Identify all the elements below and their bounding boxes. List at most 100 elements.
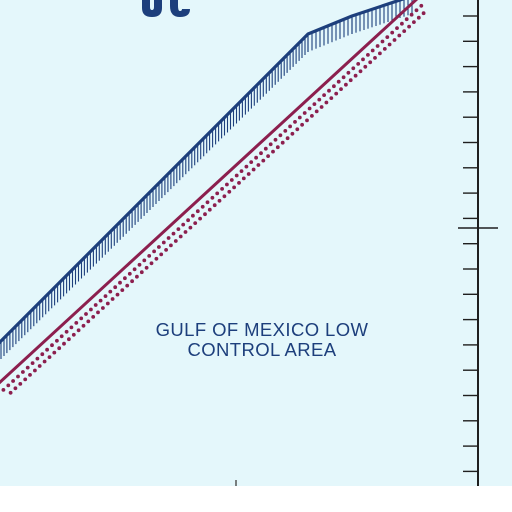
fringe-dot bbox=[91, 315, 96, 319]
fringe-dot bbox=[363, 64, 368, 69]
fringe-dot bbox=[368, 60, 373, 65]
fringe-dot bbox=[18, 382, 23, 386]
area-label-line-2: CONTROL AREA bbox=[187, 339, 337, 360]
fringe-dot bbox=[268, 142, 273, 147]
fringe-dot bbox=[59, 334, 64, 339]
fringe-dot bbox=[164, 248, 169, 252]
fringe-dot bbox=[42, 359, 47, 364]
fringe-dot bbox=[227, 189, 232, 194]
fringe-dot bbox=[324, 100, 329, 105]
fringe-dot bbox=[47, 355, 52, 359]
fringe-dot bbox=[188, 225, 193, 230]
fringe-dot bbox=[98, 298, 103, 303]
fringe-dot bbox=[239, 169, 244, 174]
fringe-dot bbox=[385, 35, 390, 39]
fringe-dot bbox=[161, 240, 166, 245]
fringe-dot bbox=[300, 122, 304, 127]
fringe-dot bbox=[21, 370, 25, 374]
airspace-boundary-line bbox=[0, 0, 406, 345]
dotted-fringe bbox=[1, 3, 426, 395]
fringe-dot bbox=[203, 212, 207, 217]
fringe-dot bbox=[373, 56, 377, 60]
fringe-dot bbox=[237, 181, 241, 185]
fringe-dot bbox=[273, 137, 278, 142]
fringe-dot bbox=[108, 289, 113, 294]
chart-graphics bbox=[0, 0, 498, 486]
fringe-dot bbox=[307, 106, 312, 111]
fringe-dot bbox=[81, 323, 86, 328]
fringe-dot bbox=[142, 258, 147, 263]
fringe-dot bbox=[33, 368, 37, 373]
fringe-dot bbox=[127, 271, 132, 276]
fringe-dot bbox=[37, 364, 42, 368]
fringe-dot bbox=[302, 111, 307, 115]
fringe-dot bbox=[222, 194, 227, 199]
area-label-line-1: GULF OF MEXICO LOW bbox=[155, 319, 369, 340]
fringe-dot bbox=[244, 164, 249, 169]
fringe-dot bbox=[329, 96, 334, 100]
fringe-dot bbox=[400, 21, 404, 26]
fringe-dot bbox=[344, 82, 348, 87]
fringe-dot bbox=[259, 151, 263, 156]
fringe-dot bbox=[76, 328, 81, 333]
fringe-dot bbox=[96, 310, 100, 315]
fringe-dot bbox=[246, 172, 251, 176]
fringe-dot bbox=[314, 109, 319, 114]
fringe-dot bbox=[390, 30, 395, 35]
fringe-dot bbox=[310, 114, 314, 118]
fringe-dot bbox=[419, 3, 424, 8]
fringe-dot bbox=[166, 236, 171, 240]
fringe-dot bbox=[295, 127, 300, 132]
fringe-dot bbox=[285, 136, 290, 141]
fringe-dot bbox=[261, 158, 266, 163]
fringe-dot bbox=[317, 97, 322, 102]
fringe-dot bbox=[278, 133, 283, 138]
fringe-dot bbox=[251, 167, 256, 172]
fringe-dot bbox=[249, 160, 254, 165]
fringe-dot bbox=[169, 243, 173, 248]
fringe-dot bbox=[392, 38, 397, 42]
fringe-dot bbox=[64, 329, 69, 334]
fringe-dot bbox=[144, 265, 149, 270]
fringe-dot bbox=[336, 79, 341, 84]
fringe-dot bbox=[395, 26, 399, 30]
neatline-ticks bbox=[463, 15, 478, 473]
fringe-dot bbox=[382, 47, 387, 51]
fringe-dot bbox=[55, 338, 59, 343]
fringe-dot bbox=[11, 379, 16, 383]
fringe-dot bbox=[74, 321, 79, 325]
fringe-dot bbox=[210, 195, 215, 200]
fringe-dot bbox=[421, 11, 426, 16]
fringe-dot bbox=[171, 231, 176, 236]
fringe-dot bbox=[152, 249, 157, 254]
fringe-dot bbox=[193, 221, 198, 226]
fringe-dot bbox=[407, 24, 411, 29]
fringe-dot bbox=[79, 316, 84, 321]
fringe-dot bbox=[154, 256, 159, 261]
fringe-dot bbox=[195, 209, 200, 214]
fringe-dot bbox=[69, 325, 74, 330]
fringe-dot bbox=[86, 319, 91, 324]
fringe-dot bbox=[13, 386, 18, 391]
fringe-dot bbox=[288, 124, 292, 129]
fringe-dot bbox=[322, 93, 326, 97]
fringe-dot bbox=[361, 57, 365, 62]
fringe-dot bbox=[232, 185, 237, 190]
fringe-dot bbox=[283, 129, 288, 133]
fringe-dot bbox=[135, 274, 139, 279]
fringe-dot bbox=[327, 88, 331, 93]
fringe-dot bbox=[89, 307, 93, 312]
fringe-dot bbox=[212, 203, 217, 208]
fringe-dot bbox=[280, 140, 285, 145]
fringe-dot bbox=[397, 33, 402, 38]
fringe-dot bbox=[375, 44, 380, 48]
fringe-dot bbox=[159, 252, 164, 257]
controlled-airspace-boundary bbox=[0, 0, 413, 359]
fringe-dot bbox=[234, 173, 239, 178]
fringe-dot bbox=[110, 297, 115, 301]
fringe-dot bbox=[339, 87, 343, 91]
fringe-dot bbox=[319, 105, 324, 109]
fringe-dot bbox=[28, 373, 32, 377]
fringe-dot bbox=[137, 262, 142, 267]
fringe-dot bbox=[346, 70, 351, 75]
